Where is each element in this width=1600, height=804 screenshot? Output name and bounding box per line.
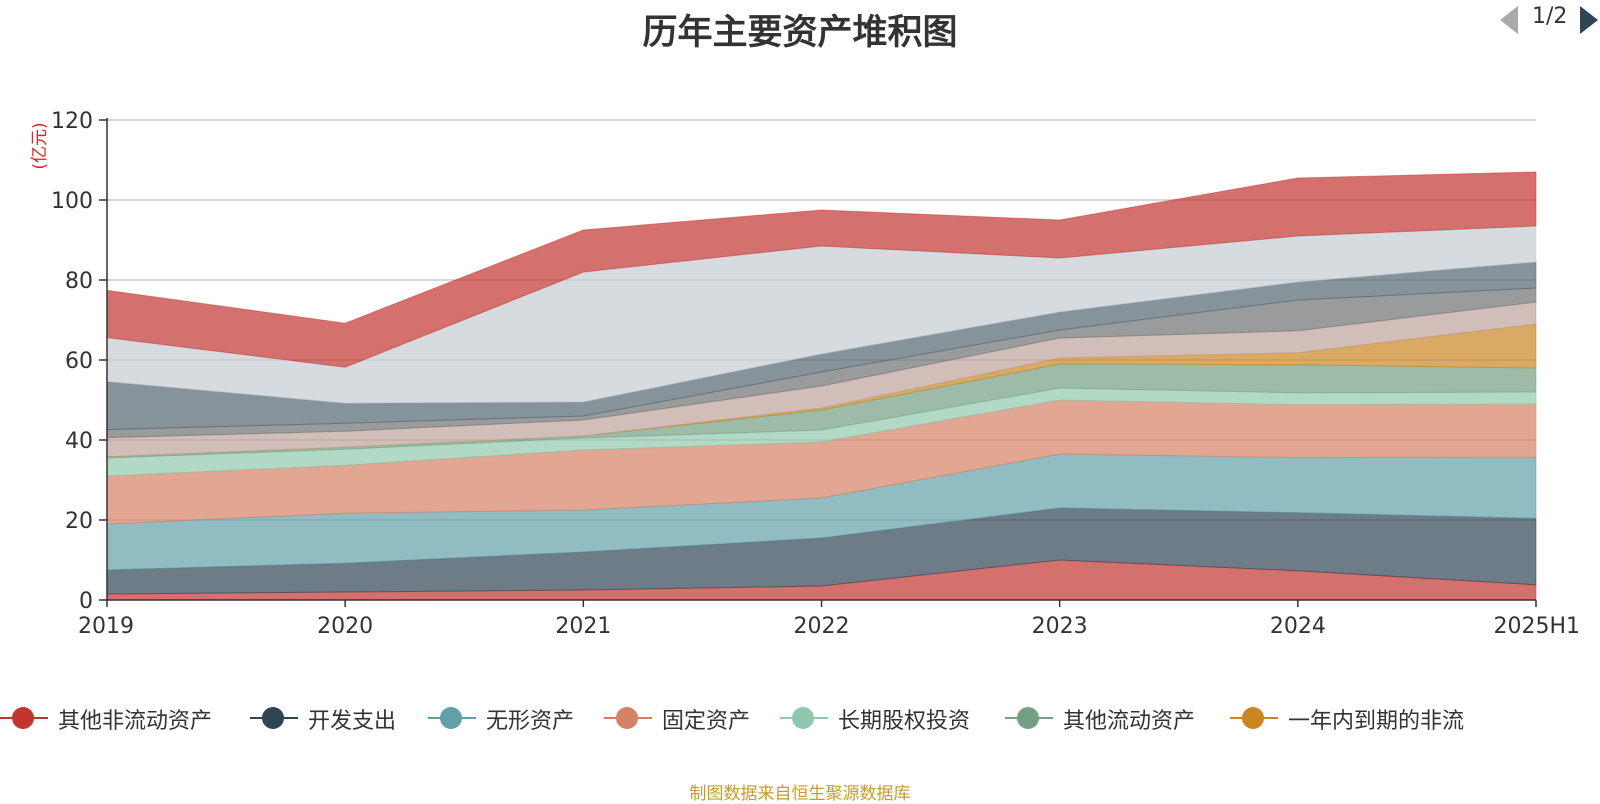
legend-circle-icon [792,707,814,729]
legend-circle-icon [12,707,34,729]
y-tick-label: 40 [65,429,93,454]
source-note: 制图数据来自恒生聚源数据库 [689,784,911,804]
legend-circle-icon [1242,707,1264,729]
area-series-group [106,171,1537,601]
legend-circle-icon [440,707,462,729]
x-tick-label: 2020 [317,614,373,639]
legend-label: 固定资产 [662,709,751,734]
legend-circle-icon [1017,707,1039,729]
y-axis-ticks: 0 20 40 60 80 100 120 [51,109,107,614]
y-tick-label: 20 [65,509,93,534]
legend-label: 无形资产 [486,709,575,734]
legend-circle-icon [616,707,638,729]
x-tick-label: 2021 [555,614,611,639]
x-tick-label: 2019 [78,614,134,639]
legend-pager: 1/2 [1498,0,1600,36]
legend-label: 长期股权投资 [838,709,971,734]
legend-label: 开发支出 [308,709,397,734]
x-tick-label: 2022 [794,614,850,639]
x-tick-label: 2023 [1032,614,1088,639]
legend-label: 一年内到期的非流 [1288,709,1465,734]
y-axis-unit-label: (亿元) [30,122,50,169]
y-tick-label: 120 [51,109,93,134]
x-tick-label: 2025H1 [1493,614,1580,639]
legend: 其他非流动资产 开发支出 无形资产 固定资产 长期股权投资 其他流动资产 一年内到期的非流 [0,700,1600,736]
legend-circle-icon [262,707,284,729]
y-tick-label: 60 [65,349,93,374]
legend-prev-page-icon[interactable] [1500,6,1518,34]
y-tick-label: 0 [79,589,93,614]
legend-page-indicator: 1/2 [1532,4,1568,29]
y-tick-label: 80 [65,269,93,294]
legend-label: 其他流动资产 [1063,709,1196,734]
x-axis-ticks: 2019 2020 2021 2022 2023 2024 2025H1 [78,600,1580,639]
legend-label: 其他非流动资产 [58,709,213,734]
chart-title: 历年主要资产堆积图 [642,13,958,53]
area-series-12 [106,171,1537,368]
legend-next-page-icon[interactable] [1580,6,1598,34]
x-tick-label: 2024 [1270,614,1326,639]
y-tick-label: 100 [51,189,93,214]
